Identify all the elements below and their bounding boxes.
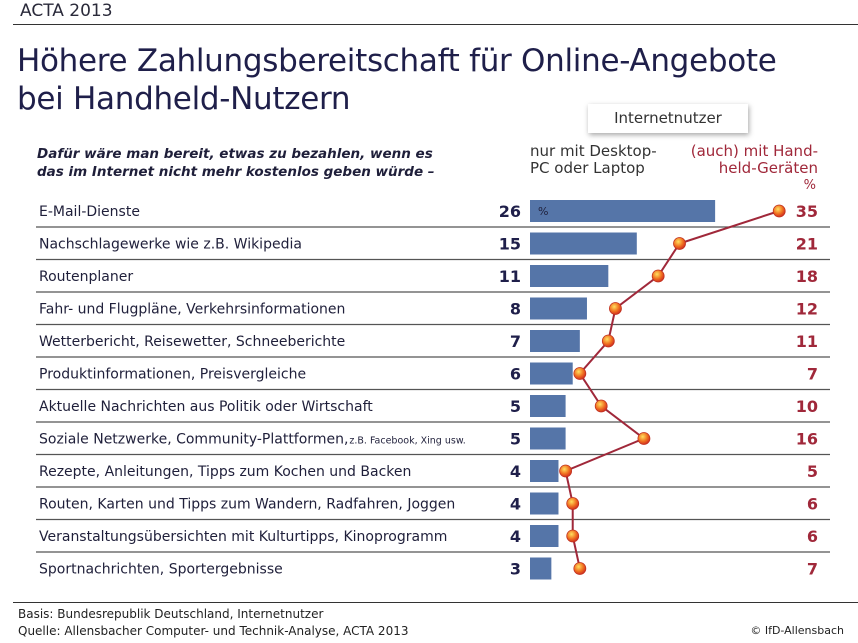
value-handheld: 16	[796, 430, 818, 449]
question-line-1: Dafür wäre man bereit, etwas zu bezahlen…	[37, 146, 433, 162]
value-desktop: 11	[499, 267, 521, 286]
value-handheld: 21	[796, 235, 818, 254]
value-desktop: 26	[499, 202, 521, 221]
handheld-point	[673, 237, 686, 250]
value-desktop: 15	[499, 235, 521, 254]
value-handheld: 11	[796, 332, 818, 351]
value-handheld: 6	[807, 495, 818, 514]
category-label: Produktinformationen, Preisvergleiche	[39, 367, 306, 383]
value-desktop: 7	[510, 332, 521, 351]
category-label: Nachschlagewerke wie z.B. Wikipedia	[39, 237, 302, 253]
bar-desktop	[530, 330, 580, 352]
legend-handheld-line-1: (auch) mit Hand-	[690, 142, 818, 160]
handheld-point	[573, 367, 587, 380]
bar-desktop	[530, 557, 552, 580]
category-label: Routenplaner	[39, 269, 133, 285]
value-handheld: 6	[807, 527, 818, 546]
value-handheld: 18	[796, 267, 818, 286]
bar-desktop	[530, 297, 587, 320]
handheld-point	[573, 562, 587, 575]
value-desktop: 6	[510, 365, 521, 384]
group-label-box: Internetnutzer	[588, 104, 748, 133]
value-desktop: 5	[510, 430, 521, 449]
value-desktop: 3	[510, 560, 521, 579]
value-desktop: 4	[510, 462, 521, 481]
handheld-point	[772, 204, 786, 218]
category-note: z.B. Facebook, Xing usw.	[349, 436, 465, 447]
category-label: Routen, Karten und Tipps zum Wandern, Ra…	[39, 497, 455, 513]
value-handheld: 7	[807, 560, 818, 579]
category-label: Veranstaltungsübersichten mit Kulturtipp…	[39, 529, 447, 545]
legend-handheld: (auch) mit Hand- held-Geräten	[691, 143, 818, 177]
handheld-point	[637, 432, 651, 445]
bar-unit-label: %	[538, 205, 548, 218]
bar-desktop	[530, 525, 559, 547]
chart-title: Höhere Zahlungsbereitschaft für Online-A…	[17, 42, 777, 118]
question-text: Dafür wäre man bereit, etwas zu bezahlen…	[37, 145, 435, 181]
value-handheld: 35	[796, 202, 818, 221]
bar-desktop	[530, 427, 566, 450]
category-label: Rezepte, Anleitungen, Tipps zum Kochen u…	[39, 464, 411, 480]
bar-desktop	[530, 232, 637, 255]
basis-note: Basis: Bundesrepublik Deutschland, Inter…	[18, 607, 324, 621]
bar-desktop	[530, 200, 716, 222]
category-label: Aktuelle Nachrichten aus Politik oder Wi…	[39, 399, 373, 415]
bar-desktop	[530, 362, 573, 385]
legend-handheld-line-2: held-Geräten	[718, 159, 818, 177]
value-handheld: 10	[796, 397, 818, 416]
top-divider	[13, 24, 858, 25]
copyright: © IfD-Allensbach	[750, 624, 844, 637]
value-handheld: 12	[796, 300, 818, 319]
legend-desktop-line-2: PC oder Laptop	[530, 159, 645, 177]
legend-desktop-line-1: nur mit Desktop-	[530, 142, 657, 160]
handheld-point	[559, 464, 572, 478]
handheld-point	[651, 269, 665, 283]
bar-desktop	[530, 395, 566, 417]
handheld-point	[609, 302, 622, 315]
category-label: Sportnachrichten, Sportergebnisse	[39, 562, 283, 578]
unit-label: %	[803, 178, 816, 193]
value-handheld: 5	[807, 462, 818, 481]
handheld-point	[566, 529, 580, 543]
value-desktop: 5	[510, 397, 521, 416]
category-label: Fahr- und Flugpläne, Verkehrsinformation…	[39, 302, 345, 318]
report-tag: ACTA 2013	[20, 1, 113, 21]
handheld-point	[594, 399, 608, 413]
title-line-1: Höhere Zahlungsbereitschaft für Online-A…	[17, 43, 777, 79]
value-desktop: 4	[510, 527, 521, 546]
bottom-divider	[13, 602, 858, 603]
value-desktop: 4	[510, 495, 521, 514]
value-desktop: 8	[510, 300, 521, 319]
question-line-2: das im Internet nicht mehr kostenlos geb…	[37, 164, 435, 180]
source-note: Quelle: Allensbacher Computer- und Techn…	[18, 624, 409, 638]
category-label: Soziale Netzwerke, Community-Plattformen…	[39, 432, 348, 448]
handheld-point	[566, 497, 580, 510]
footer-notes: Basis: Bundesrepublik Deutschland, Inter…	[18, 606, 408, 640]
value-handheld: 7	[807, 365, 818, 384]
legend-desktop: nur mit Desktop- PC oder Laptop	[530, 143, 657, 177]
category-label: E-Mail-Dienste	[39, 204, 140, 220]
handheld-point	[601, 334, 615, 348]
bar-desktop	[530, 460, 559, 482]
category-label: Wetterbericht, Reisewetter, Schneeberich…	[39, 334, 345, 350]
title-line-2: bei Handheld-Nutzern	[17, 81, 351, 117]
bar-desktop	[530, 492, 559, 515]
bar-desktop	[530, 265, 609, 287]
